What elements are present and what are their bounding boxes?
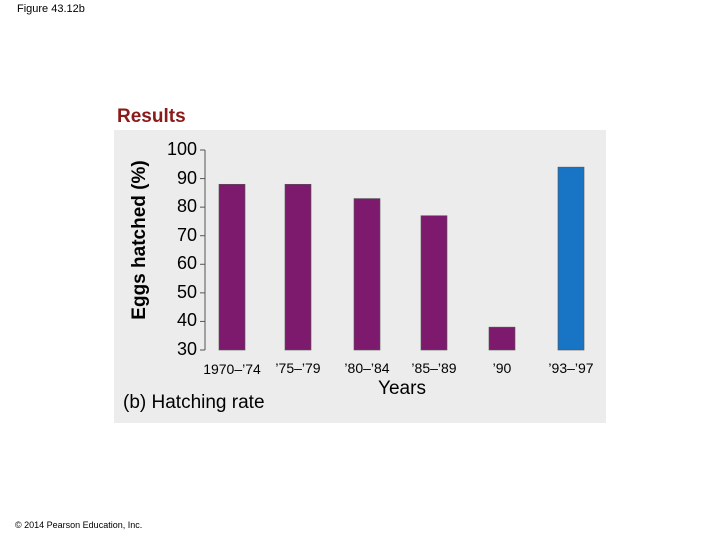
y-tick-label: 80 [176, 196, 197, 217]
y-tick-label: 100 [166, 139, 197, 159]
panel-caption: (b) Hatching rate [123, 392, 265, 413]
x-tick-label: ’75–’79 [275, 360, 321, 376]
x-tick-label: ’80–’84 [344, 360, 390, 376]
y-tick-label: 70 [176, 224, 197, 245]
y-tick-label: 90 [176, 167, 197, 188]
x-tick-label: ’90 [492, 360, 512, 376]
bar-1 [284, 183, 312, 351]
x-axis-label: Years [378, 378, 426, 399]
y-tick-label: 60 [176, 253, 197, 274]
x-tick-label: 1970–’74 [203, 361, 261, 377]
bar-5 [557, 166, 585, 351]
x-tick-label: ’85–’89 [411, 360, 457, 376]
y-tick-label: 40 [176, 310, 197, 331]
x-tick-label: ’93–’97 [548, 360, 594, 376]
copyright-notice: © 2014 Pearson Education, Inc. [15, 520, 143, 530]
bar-3 [420, 215, 448, 351]
figure-label: Figure 43.12b [17, 3, 85, 15]
bar-2 [353, 198, 381, 351]
bar-0 [218, 183, 246, 351]
results-heading: Results [117, 106, 186, 127]
y-tick-label: 30 [176, 339, 197, 359]
bar-4 [488, 326, 516, 351]
y-tick-label: 50 [176, 281, 197, 302]
